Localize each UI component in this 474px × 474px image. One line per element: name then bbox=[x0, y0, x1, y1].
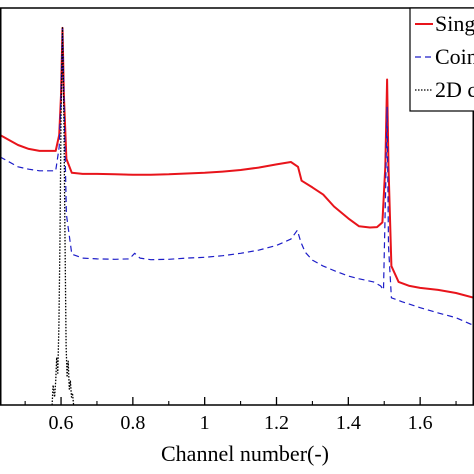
series-line-3 bbox=[51, 27, 75, 406]
x-tick-label: 1.2 bbox=[264, 412, 289, 434]
legend-label-3: 2D c bbox=[435, 77, 474, 102]
legend-label-1: Sing bbox=[435, 11, 474, 36]
x-tick-label: 0.8 bbox=[120, 412, 145, 434]
legend: Sing Coin 2D c bbox=[409, 7, 474, 112]
legend-box bbox=[409, 7, 474, 112]
x-axis-title: Channel number(-) bbox=[161, 441, 329, 466]
x-tick-label: 0.6 bbox=[49, 412, 74, 434]
x-tick-label: 1.6 bbox=[408, 412, 433, 434]
series-layer bbox=[0, 26, 474, 406]
x-axis: 0.6 0.8 1 1.2 1.4 1.6 bbox=[24, 397, 457, 434]
plot-frame bbox=[0, 7, 474, 406]
series-line-2 bbox=[0, 27, 474, 327]
x-tick-label: 1 bbox=[200, 412, 210, 434]
legend-label-2: Coin bbox=[435, 44, 474, 69]
series-line-1 bbox=[0, 26, 474, 299]
x-tick-label: 1.4 bbox=[336, 412, 361, 434]
